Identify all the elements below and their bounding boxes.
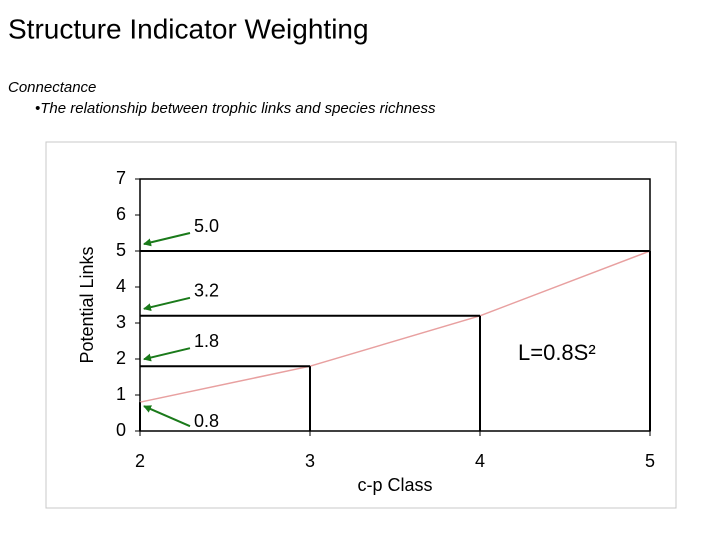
pointer-arrow <box>143 347 191 362</box>
heading: Connectance <box>8 79 96 96</box>
data-label: 5.0 <box>194 216 219 236</box>
x-tick-label: 5 <box>645 451 655 471</box>
data-line <box>139 250 651 403</box>
y-tick-label: 7 <box>116 168 126 188</box>
y-tick-label: 5 <box>116 240 126 260</box>
x-tick-label: 2 <box>135 451 145 471</box>
bullet: •The relationship between trophic links … <box>35 100 436 117</box>
pointer-arrow <box>143 232 191 247</box>
x-axis-label: c-p Class <box>357 475 432 495</box>
y-tick-label: 6 <box>116 204 126 224</box>
data-label: 0.8 <box>194 411 219 431</box>
data-label: 3.2 <box>194 281 219 301</box>
y-tick-label: 2 <box>116 348 126 368</box>
pointer-arrow <box>143 296 191 312</box>
slide-title: Structure Indicator Weighting <box>8 13 369 44</box>
y-tick-label: 4 <box>116 276 126 296</box>
x-tick-label: 4 <box>475 451 485 471</box>
y-tick-label: 3 <box>116 312 126 332</box>
chart: 0 1 2 3 4 5 6 7 2 3 4 5 c-p Class Potential Links 0.8 1… <box>77 168 655 495</box>
annotation: L=0.8S² <box>518 340 596 365</box>
y-tick-label: 0 <box>116 420 126 440</box>
data-label: 1.8 <box>194 331 219 351</box>
y-axis-label: Potential Links <box>77 246 97 363</box>
x-tick-label: 3 <box>305 451 315 471</box>
y-tick-label: 1 <box>116 384 126 404</box>
chart-frame <box>45 141 677 509</box>
pointer-arrow <box>143 405 191 428</box>
